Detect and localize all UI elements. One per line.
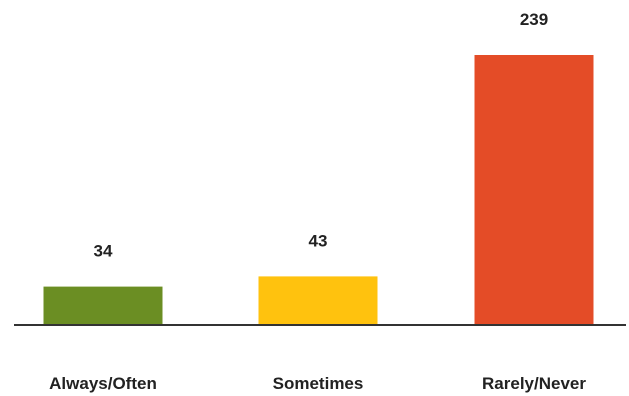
value-labels-group: 34 43 239 <box>94 10 549 261</box>
bars-group <box>43 55 594 325</box>
value-label: 34 <box>94 242 113 261</box>
value-label: 43 <box>309 231 328 250</box>
category-label: Rarely/Never <box>482 374 586 393</box>
bar-rarely-never <box>474 55 594 325</box>
category-labels-group: Always/Often Sometimes Rarely/Never <box>49 374 586 393</box>
category-label: Always/Often <box>49 374 157 393</box>
category-label: Sometimes <box>273 374 364 393</box>
bar-sometimes <box>258 276 378 325</box>
value-label: 239 <box>520 10 548 29</box>
bar-always-often <box>43 286 163 325</box>
